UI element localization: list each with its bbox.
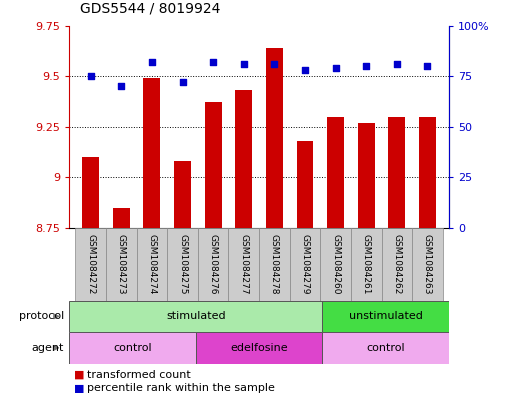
- Text: GSM1084275: GSM1084275: [178, 234, 187, 294]
- Point: [331, 65, 340, 71]
- Bar: [69, 301, 322, 332]
- Bar: [358, 123, 374, 228]
- Text: GSM1084263: GSM1084263: [423, 234, 432, 294]
- Text: GSM1084276: GSM1084276: [209, 234, 218, 294]
- Point: [179, 79, 187, 85]
- Bar: [106, 228, 136, 301]
- Bar: [75, 228, 106, 301]
- Bar: [205, 103, 222, 228]
- Point: [148, 59, 156, 65]
- Text: GSM1084262: GSM1084262: [392, 234, 401, 294]
- Text: stimulated: stimulated: [166, 311, 226, 321]
- Bar: [167, 228, 198, 301]
- Bar: [382, 228, 412, 301]
- Text: ■: ■: [74, 369, 85, 380]
- Bar: [388, 117, 405, 228]
- Text: control: control: [366, 343, 405, 353]
- Text: transformed count: transformed count: [87, 369, 191, 380]
- Point: [209, 59, 217, 65]
- Bar: [136, 228, 167, 301]
- Text: GSM1084272: GSM1084272: [86, 234, 95, 294]
- Text: GSM1084279: GSM1084279: [301, 234, 309, 294]
- Text: GSM1084278: GSM1084278: [270, 234, 279, 294]
- Point: [117, 83, 125, 89]
- Bar: [235, 90, 252, 228]
- Bar: [228, 228, 259, 301]
- Bar: [351, 228, 382, 301]
- Text: GSM1084273: GSM1084273: [117, 234, 126, 294]
- Bar: [320, 228, 351, 301]
- Text: agent: agent: [32, 343, 64, 353]
- Point: [240, 61, 248, 67]
- Text: percentile rank within the sample: percentile rank within the sample: [87, 383, 275, 393]
- Text: protocol: protocol: [19, 311, 64, 321]
- Bar: [69, 332, 196, 364]
- Text: control: control: [113, 343, 152, 353]
- Point: [362, 63, 370, 69]
- Point: [270, 61, 279, 67]
- Point: [87, 73, 95, 79]
- Point: [301, 67, 309, 73]
- Bar: [144, 78, 161, 228]
- Text: GSM1084261: GSM1084261: [362, 234, 371, 294]
- Point: [393, 61, 401, 67]
- Text: unstimulated: unstimulated: [349, 311, 423, 321]
- Text: edelfosine: edelfosine: [230, 343, 288, 353]
- Bar: [322, 332, 449, 364]
- Bar: [290, 228, 320, 301]
- Text: ■: ■: [74, 383, 85, 393]
- Bar: [198, 228, 228, 301]
- Bar: [259, 228, 290, 301]
- Text: GSM1084277: GSM1084277: [239, 234, 248, 294]
- Bar: [419, 117, 436, 228]
- Bar: [174, 161, 191, 228]
- Bar: [327, 117, 344, 228]
- Text: GSM1084260: GSM1084260: [331, 234, 340, 294]
- Point: [423, 63, 431, 69]
- Text: GSM1084274: GSM1084274: [147, 234, 156, 294]
- Bar: [297, 141, 313, 228]
- Text: GDS5544 / 8019924: GDS5544 / 8019924: [80, 2, 220, 16]
- Bar: [113, 208, 130, 228]
- Bar: [412, 228, 443, 301]
- Bar: [82, 157, 99, 228]
- Bar: [322, 301, 449, 332]
- Bar: [196, 332, 322, 364]
- Bar: [266, 48, 283, 228]
